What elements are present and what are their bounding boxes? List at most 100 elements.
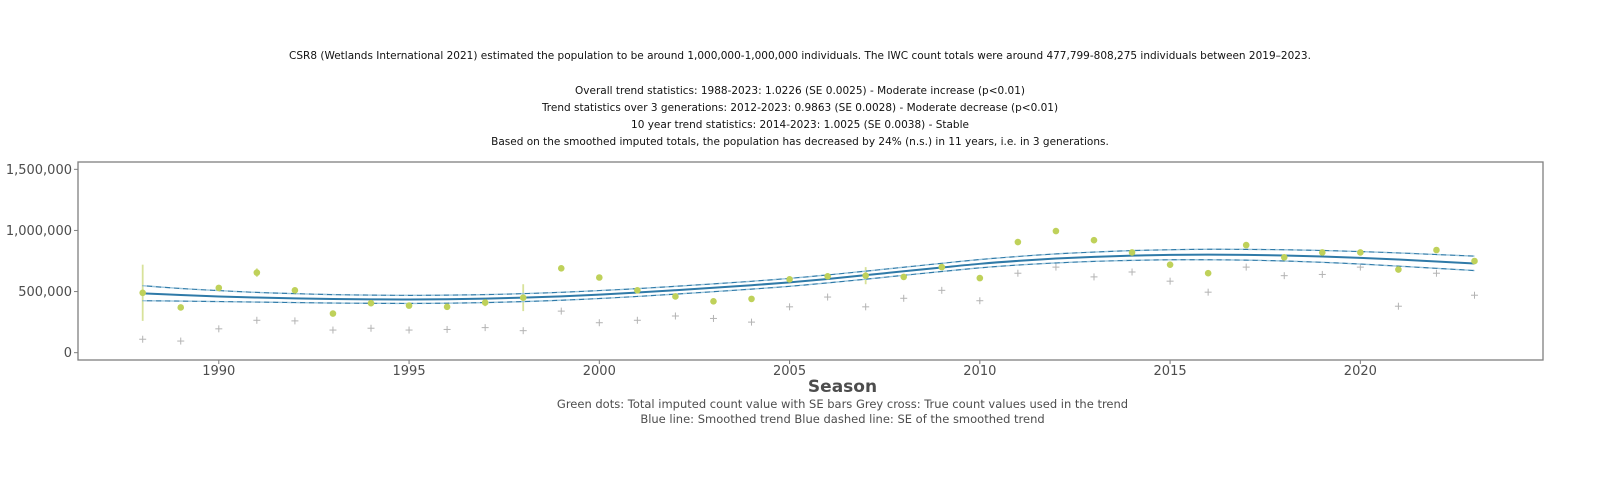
true-count-cross [709, 314, 717, 322]
imputed-count-dot [1357, 249, 1364, 256]
smoothed-trend-line [142, 253, 1475, 301]
true-count-cross [633, 316, 641, 324]
true-count-cross [443, 325, 451, 333]
legend-line-2: Blue line: Smoothed trend Blue dashed li… [640, 412, 1044, 426]
imputed-count-dot [1090, 236, 1098, 244]
y-axis: 0 500,000 1,000,000 1,500,000 [6, 163, 78, 361]
imputed-count-dot [900, 273, 908, 281]
imputed-count-dot [938, 263, 946, 271]
true-count-cross [291, 317, 299, 325]
true-count-crosses [139, 263, 1479, 345]
smoothed-trend-lines [142, 248, 1475, 305]
population-estimate-caption: CSR8 (Wetlands International 2021) estim… [289, 50, 1311, 62]
imputed-count-dot [215, 284, 223, 292]
imputed-count-dot [443, 303, 451, 311]
true-count-cross [671, 312, 679, 320]
smoothed-decrease-caption: Based on the smoothed imputed totals, th… [491, 136, 1109, 148]
imputed-count-dot [1242, 241, 1250, 249]
true-count-cross [405, 326, 413, 334]
x-tick-label: 2005 [773, 364, 806, 379]
imputed-count-dot [786, 276, 793, 283]
y-tick-label: 500,000 [18, 285, 72, 300]
imputed-count-dot [1014, 238, 1022, 246]
true-count-cross [786, 303, 794, 311]
imputed-se-bars [141, 229, 1476, 321]
imputed-count-dot [748, 295, 755, 303]
true-count-cross [595, 319, 603, 327]
imputed-count-dot [1433, 246, 1440, 254]
true-count-cross [862, 303, 870, 311]
true-count-cross [253, 316, 261, 324]
imputed-count-dot [1166, 261, 1174, 268]
true-count-cross [1471, 291, 1479, 299]
true-count-cross [1432, 269, 1440, 277]
overall-trend-caption: Overall trend statistics: 1988-2023: 1.0… [575, 85, 1025, 97]
imputed-count-dot [1052, 227, 1060, 235]
imputed-count-dot [824, 272, 831, 280]
imputed-count-dot [367, 299, 375, 307]
imputed-count-dot [253, 269, 261, 276]
true-count-cross [938, 286, 946, 294]
trend-se-upper-line [142, 248, 1475, 296]
y-tick-label: 0 [64, 346, 72, 361]
imputed-count-dot [634, 287, 641, 294]
x-tick-label: 1990 [202, 364, 235, 379]
true-count-cross [177, 337, 185, 345]
imputed-count-dot [1128, 249, 1136, 256]
ten-year-trend-caption: 10 year trend statistics: 2014-2023: 1.0… [631, 119, 969, 131]
imputed-count-dot [481, 299, 489, 306]
x-axis-title: Season [808, 377, 877, 397]
true-count-cross [367, 324, 375, 332]
true-count-cross [1052, 263, 1060, 271]
imputed-count-dot [177, 304, 185, 311]
imputed-count-dot [1318, 249, 1326, 256]
imputed-count-dot [596, 274, 603, 281]
imputed-count-dot [557, 265, 565, 272]
legend-line-1: Green dots: Total imputed count value wi… [557, 397, 1128, 411]
x-axis: 1990 1995 2000 2005 2010 2015 2020 [202, 360, 1377, 379]
true-count-cross [1014, 269, 1022, 277]
imputed-count-dot [329, 310, 337, 317]
imputed-count-dot [1204, 269, 1212, 277]
imputed-count-dot [1395, 266, 1402, 273]
plot-frame [77, 161, 1544, 361]
true-count-cross [748, 318, 756, 326]
x-tick-label: 2010 [963, 364, 996, 379]
true-count-cross [481, 324, 489, 332]
true-count-cross [1166, 277, 1174, 285]
true-count-cross [1128, 268, 1136, 276]
true-count-cross [215, 325, 223, 333]
true-count-cross [329, 326, 337, 334]
true-count-cross [1318, 270, 1326, 278]
true-count-cross [824, 293, 832, 301]
imputed-count-dot [519, 294, 527, 301]
true-count-cross [1356, 263, 1364, 271]
y-tick-label: 1,500,000 [6, 163, 72, 178]
x-tick-label: 2000 [583, 364, 616, 379]
imputed-count-dot [139, 289, 146, 297]
true-count-cross [139, 335, 147, 343]
x-tick-label: 1995 [393, 364, 426, 379]
y-tick-label: 1,000,000 [6, 224, 72, 239]
x-tick-label: 2015 [1154, 364, 1187, 379]
true-count-cross [1280, 272, 1288, 280]
true-count-cross [1242, 263, 1250, 271]
true-count-cross [900, 294, 908, 302]
true-count-cross [519, 327, 527, 335]
imputed-count-dot [862, 272, 869, 279]
imputed-count-dot [405, 302, 413, 309]
true-count-cross [557, 307, 565, 315]
generation-trend-caption: Trend statistics over 3 generations: 201… [541, 102, 1059, 114]
true-count-cross [1090, 273, 1098, 281]
true-count-cross [1204, 288, 1212, 296]
imputed-count-dot [672, 293, 679, 300]
true-count-cross [1394, 302, 1402, 310]
x-tick-label: 2020 [1344, 364, 1377, 379]
imputed-count-dot [291, 287, 299, 294]
true-count-cross [976, 297, 984, 305]
imputed-count-dots [139, 227, 1478, 317]
imputed-count-dot [1280, 254, 1288, 261]
imputed-count-dot [976, 274, 984, 282]
imputed-count-dot [710, 298, 717, 305]
